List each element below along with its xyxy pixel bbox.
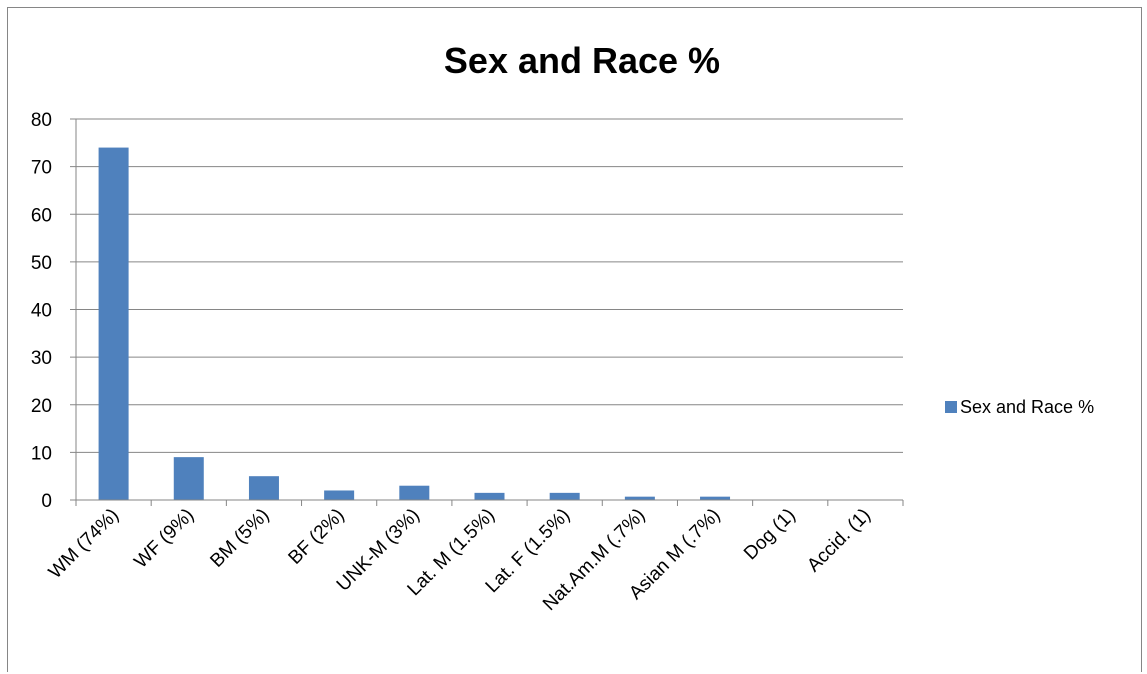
y-tick-label: 60 bbox=[31, 205, 52, 226]
y-tick-label: 20 bbox=[31, 396, 52, 417]
bar bbox=[399, 485, 430, 500]
y-tick-label: 80 bbox=[31, 110, 52, 131]
x-tick-label: WM (74%) bbox=[45, 505, 123, 583]
x-axis: WM (74%) WF (9%) BM (5%) BF (2%)UNK-M (3%)L… bbox=[45, 499, 904, 615]
gridlines bbox=[76, 118, 903, 501]
legend-swatch bbox=[945, 401, 957, 413]
legend-label: Sex and Race % bbox=[960, 397, 1094, 417]
y-tick-label: 30 bbox=[31, 348, 52, 369]
bar bbox=[624, 496, 655, 500]
bar bbox=[324, 490, 355, 500]
bar bbox=[173, 457, 204, 500]
bars bbox=[98, 147, 731, 500]
y-tick-label: 40 bbox=[31, 301, 52, 322]
y-tick-label: 50 bbox=[31, 253, 52, 274]
x-tick-label: WF (9%) bbox=[130, 505, 198, 573]
y-tick-label: 10 bbox=[31, 443, 52, 464]
bar bbox=[700, 496, 731, 500]
chart-title: Sex and Race % bbox=[444, 40, 720, 81]
y-axis: 0 10 20 30 40 50 60 70 80 bbox=[31, 110, 77, 512]
legend: Sex and Race % bbox=[945, 397, 1094, 417]
chart-frame bbox=[7, 7, 1142, 672]
y-tick-label: 70 bbox=[31, 158, 52, 179]
y-tick-label: 0 bbox=[41, 491, 52, 512]
x-tick-label: Accid. (1) bbox=[803, 505, 875, 577]
x-tick-label: Dog (1) bbox=[740, 505, 800, 565]
bar bbox=[474, 492, 505, 500]
bar bbox=[549, 492, 580, 500]
x-tick-label: BF (2%) bbox=[285, 505, 349, 569]
x-tick-label: BM (5%) bbox=[206, 505, 273, 572]
bar bbox=[98, 147, 129, 500]
bar bbox=[248, 476, 279, 500]
